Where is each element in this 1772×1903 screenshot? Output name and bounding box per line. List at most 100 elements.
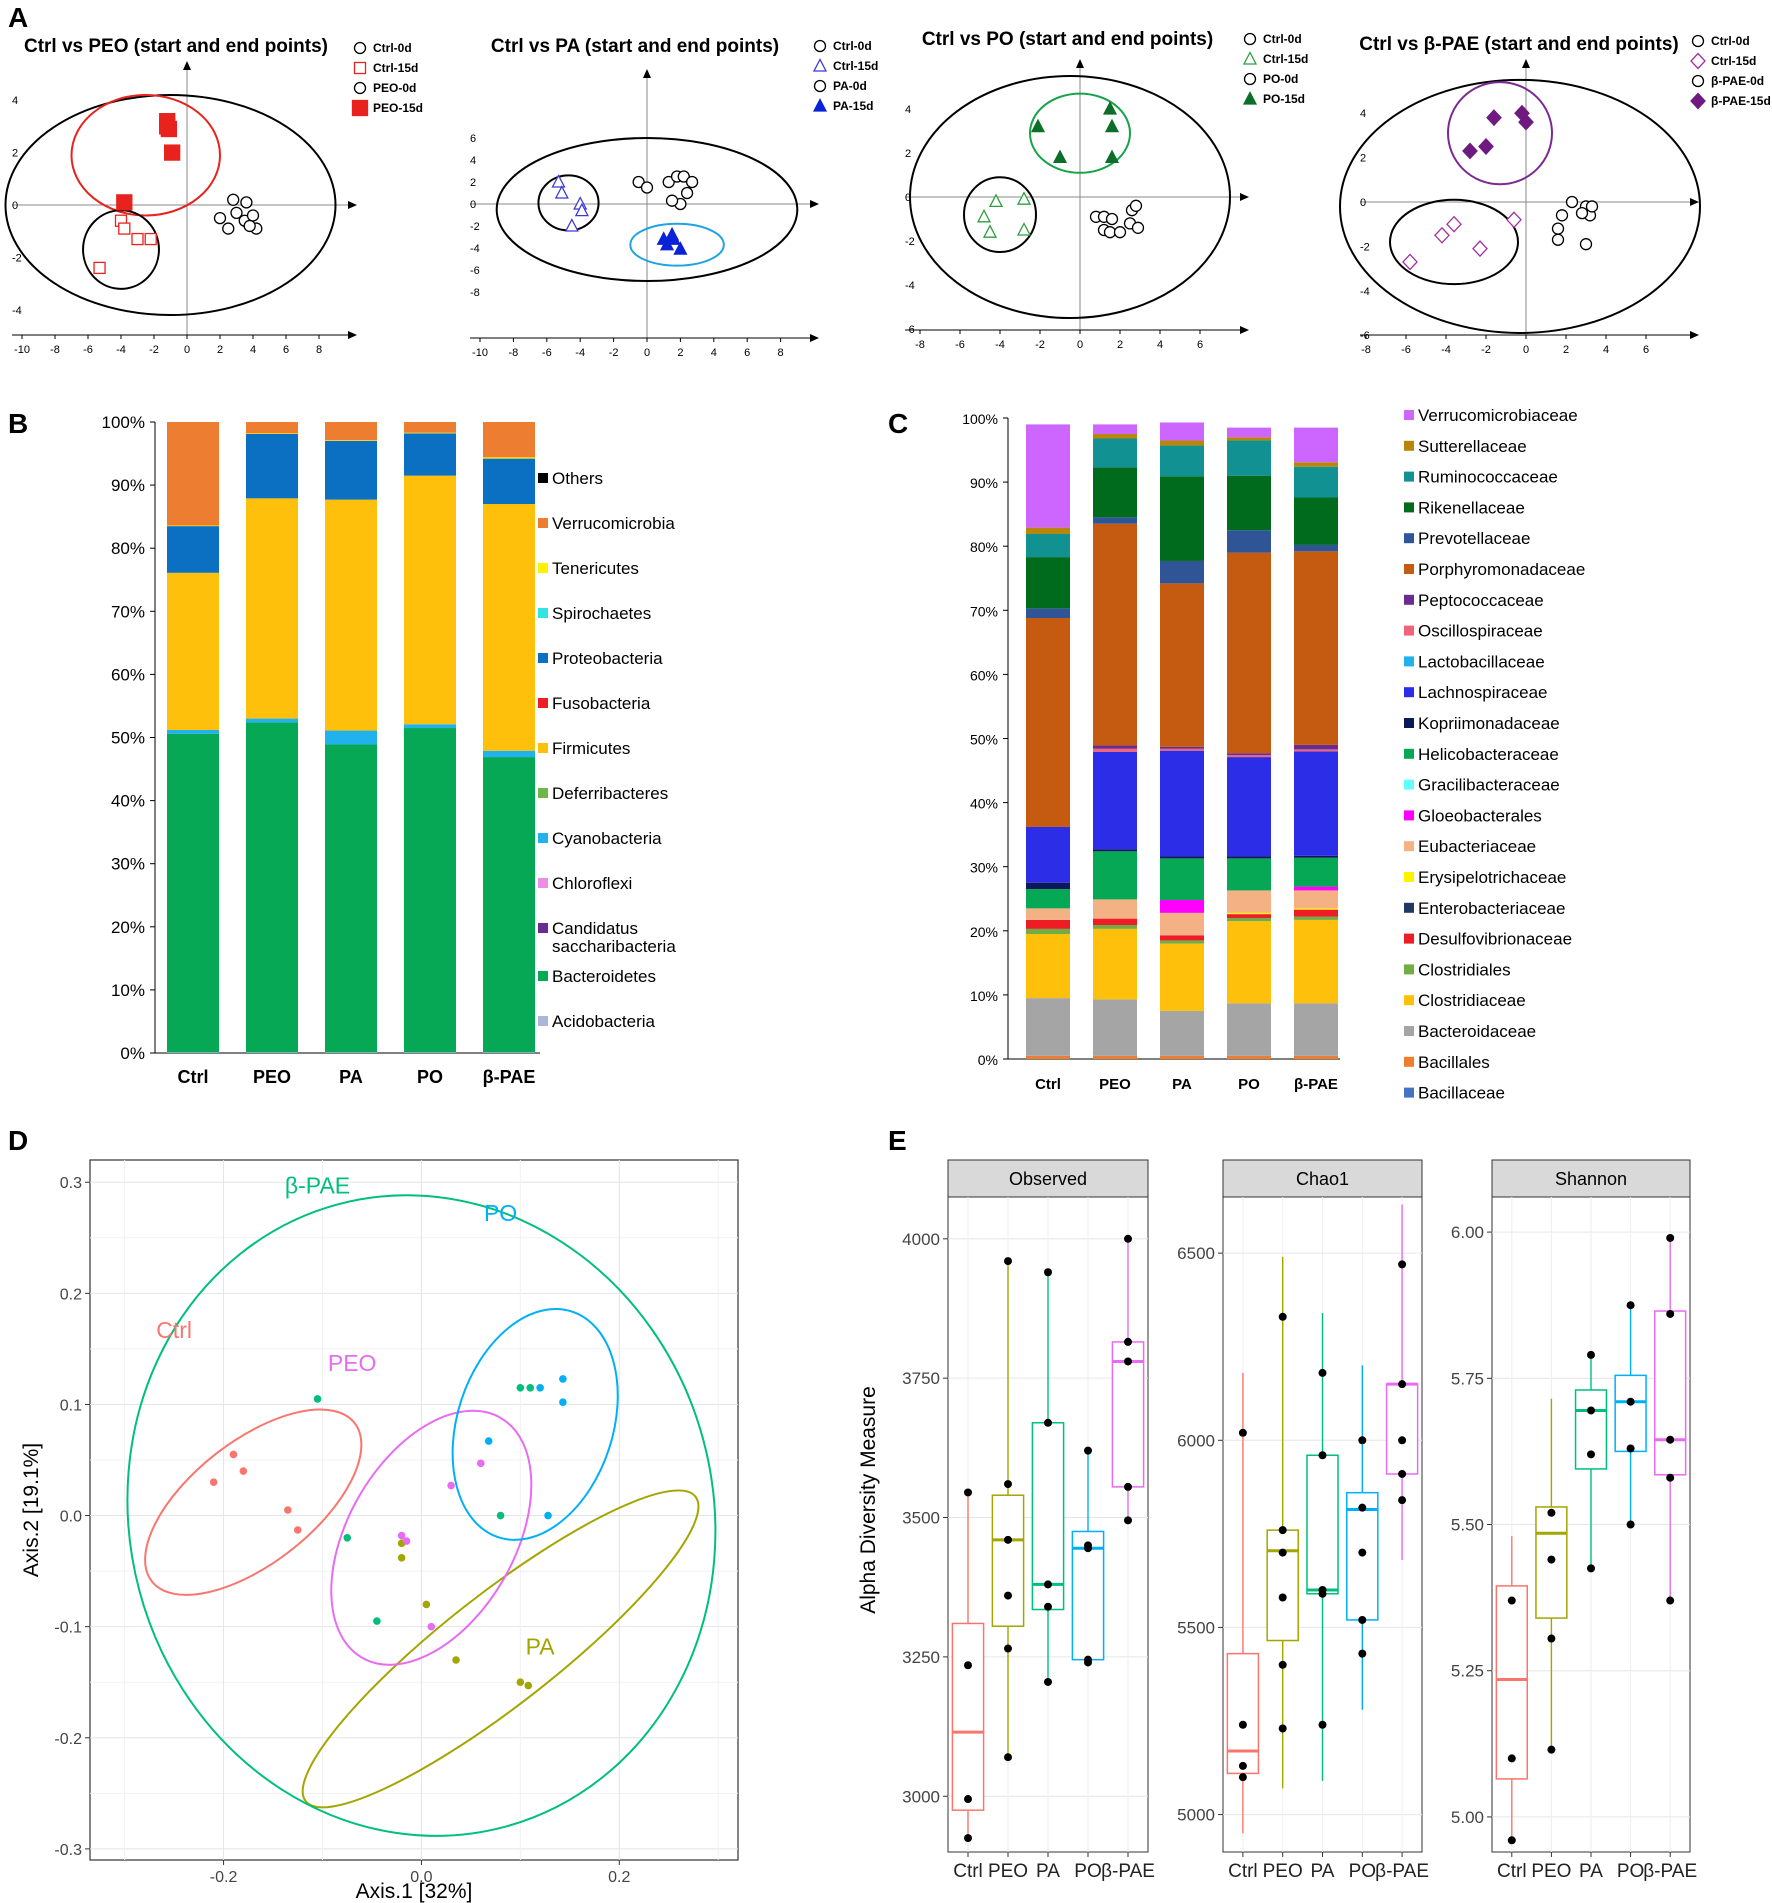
panel-b-bar-pae-cyanobacteria xyxy=(483,750,535,758)
panel-a3-point-po-15d xyxy=(1030,118,1046,133)
panel-b-legend-label-acidobacteria: Acidobacteria xyxy=(552,1012,656,1031)
panel-a4-legend-marker-pae-0d xyxy=(1691,74,1705,88)
panel-c-bar-po-verrucomicrobiaceae xyxy=(1227,427,1271,438)
panel-c-bar-po-erysipelotrichaceae xyxy=(1227,912,1271,915)
panel-c-bar-pa-helicobacteraceae xyxy=(1160,858,1204,901)
panel-d-x-tick-label: 0.0 xyxy=(410,1869,432,1886)
panel-c-bar-ctrl-prevotellaceae xyxy=(1026,608,1070,618)
panel-e-chao1-point-po xyxy=(1358,1649,1367,1658)
panel-a3-x-tick-label: -8 xyxy=(915,339,925,351)
panel-e-chao1-point-ctrl xyxy=(1238,1773,1247,1782)
panel-d-group-label-peo: PEO xyxy=(328,1350,377,1376)
panel-c-bar-pa-rikenellaceae xyxy=(1160,476,1204,561)
panel-a3-x-tick-label: -6 xyxy=(955,339,965,351)
panel-e-shannon-y-tick-label: 6.00 xyxy=(1451,1223,1484,1242)
panel-d-point-ctrl xyxy=(209,1478,218,1487)
panel-e-chao1-x-tick-label-pae: β-PAE xyxy=(1375,1861,1429,1882)
panel-a2-legend-label-pa-0d: PA-0d xyxy=(833,79,867,93)
panel-b-legend-label-saccharibacteria: saccharibacteria xyxy=(552,937,676,956)
panel-e-chao1-box-peo xyxy=(1266,1529,1299,1642)
panel-a3-legend-marker-po-0d xyxy=(1243,72,1257,86)
panel-a1-legend-marker-ctrl-0d xyxy=(353,41,367,55)
panel-a3-point-po-15d xyxy=(1102,101,1118,115)
panel-c-bar-peo-bacteroidaceae xyxy=(1093,999,1137,1056)
panel-e-observed-point-pae xyxy=(1124,1482,1132,1491)
panel-b-bar-po-firmicutes xyxy=(404,475,456,725)
panel-c-bar-ctrl-rikenellaceae xyxy=(1026,557,1070,609)
panel-c-bar-pa-ruminococcaceae xyxy=(1160,445,1204,477)
panel-e-shannon-point-pae xyxy=(1666,1309,1675,1318)
panel-a1-x-tick-label: 2 xyxy=(217,344,223,356)
panel-b-bar-po-proteobacteria xyxy=(404,433,456,476)
panel-a1-point-ctrl-0d xyxy=(227,193,240,206)
panel-a4-point-ctrl-0d xyxy=(1551,233,1565,246)
panel-c-bar-pa-clostridiales xyxy=(1160,940,1204,944)
panel-a2-x-tick-label: 8 xyxy=(778,347,784,359)
panel-d-point-ctrl xyxy=(293,1526,302,1534)
panel-d-ellipse-pae xyxy=(126,1194,717,1837)
panel-c-bar-pae-rikenellaceae xyxy=(1294,497,1338,545)
panel-label-b: B xyxy=(8,408,29,439)
panel-e-chao1-point-pae xyxy=(1398,1260,1407,1269)
panel-c-bar-peo-desulfovibrionaceae xyxy=(1093,918,1137,926)
panel-e-chao1-point-pae xyxy=(1398,1380,1407,1389)
panel-d-point-peo xyxy=(402,1537,411,1545)
panel-d-point-po xyxy=(484,1437,493,1445)
panel-a1-x-tick-label: 6 xyxy=(283,344,289,356)
panel-c-bar-pae-prevotellaceae xyxy=(1294,544,1338,552)
panel-a3-point-ctrl-15d xyxy=(988,193,1004,208)
panel-b-legend-swatch-fusobacteria xyxy=(538,698,548,708)
panel-b-legend-label-chloroflexi: Chloroflexi xyxy=(552,874,632,893)
panel-c-bar-pa-peptococcaceae xyxy=(1160,746,1204,749)
panel-c-bar-ctrl-helicobacteraceae xyxy=(1026,889,1070,909)
panel-a1-title: Ctrl vs PEO (start and end points) xyxy=(24,36,328,57)
panel-e-shannon-point-ctrl xyxy=(1507,1596,1516,1605)
panel-b-bar-peo-tenericutes xyxy=(246,433,298,434)
panel-c-legend-label-eubacteriaceae: Eubacteriaceae xyxy=(1418,837,1536,856)
panel-c-bar-po-sutterellaceae xyxy=(1227,437,1271,441)
panel-b-bar-ctrl-proteobacteria xyxy=(167,526,219,573)
panel-b-legend-swatch-firmicutes xyxy=(538,743,548,753)
panel-d-point-pae xyxy=(373,1617,381,1625)
panel-e-observed-y-tick-label: 3000 xyxy=(902,1787,940,1806)
panel-b-x-tick-label: Ctrl xyxy=(178,1067,209,1087)
panel-e-observed-point-pae xyxy=(1124,1337,1132,1346)
panel-c-legend-swatch-bacillales xyxy=(1404,1056,1414,1067)
panel-c-bar-pae-bacillales xyxy=(1294,1055,1338,1059)
panel-a1-legend-marker-peo-15d xyxy=(351,99,369,117)
panel-c-legend-label-erysipelotrichaceae: Erysipelotrichaceae xyxy=(1418,868,1566,887)
panel-c-bar-pa-lachnospiraceae xyxy=(1160,750,1204,857)
panel-e-shannon-point-pa xyxy=(1587,1350,1595,1359)
panel-a4-legend-label-pae-15d: β-PAE-15d xyxy=(1711,94,1771,108)
panel-e-observed-x-tick-label-po: PO xyxy=(1074,1861,1101,1882)
panel-c-bar-pa-prevotellaceae xyxy=(1160,560,1204,584)
panel-b-y-tick-label: 20% xyxy=(111,918,145,937)
panel-b-legend-swatch-deferribacteres xyxy=(538,788,548,798)
panel-a3-x-tick-label: 6 xyxy=(1197,339,1203,351)
panel-c-y-tick-label: 0% xyxy=(978,1052,998,1068)
panel-b-x-tick-label: PA xyxy=(339,1067,363,1087)
panel-e-observed-point-peo xyxy=(1004,1644,1012,1653)
panel-e-shannon-title: Shannon xyxy=(1555,1169,1627,1189)
panel-a1-legend-label-ctrl-0d: Ctrl-0d xyxy=(373,41,412,55)
panel-e-observed-box-ctrl xyxy=(951,1622,985,1811)
panel-d-point-pa xyxy=(516,1678,525,1687)
panel-c-bar-ctrl-porphyromonadaceae xyxy=(1026,617,1070,827)
panel-c-legend-swatch-gracilibacteraceae xyxy=(1404,779,1414,790)
panel-c-legend-swatch-eubacteriaceae xyxy=(1404,841,1414,852)
panel-c-legend-label-desulfovibrionaceae: Desulfovibrionaceae xyxy=(1418,930,1572,949)
panel-c-y-tick-label: 90% xyxy=(970,475,998,491)
panel-b-bar-peo-firmicutes xyxy=(246,498,298,719)
panel-d-point-ctrl xyxy=(284,1506,292,1514)
panel-d-y-tick-label: 0.0 xyxy=(60,1509,82,1526)
panel-e-chao1-point-pae xyxy=(1398,1469,1407,1478)
panel-e-observed-x-tick-label-pae: β-PAE xyxy=(1101,1861,1155,1882)
panel-c-bar-po-clostridiaceae xyxy=(1227,921,1271,1004)
panel-e-chao1-x-tick-label-pa: PA xyxy=(1311,1861,1335,1882)
panel-c-legend-swatch-desulfovibrionaceae xyxy=(1404,933,1414,944)
panel-c-bar-ctrl-bacillales xyxy=(1026,1055,1070,1059)
panel-a1-legend-marker-ctrl-15d xyxy=(353,61,367,75)
panel-c-bar-pae-ruminococcaceae xyxy=(1294,466,1338,498)
panel-b-legend-swatch-verrucomicrobia xyxy=(538,518,548,528)
panel-e-chao1-box-ctrl xyxy=(1226,1652,1260,1775)
